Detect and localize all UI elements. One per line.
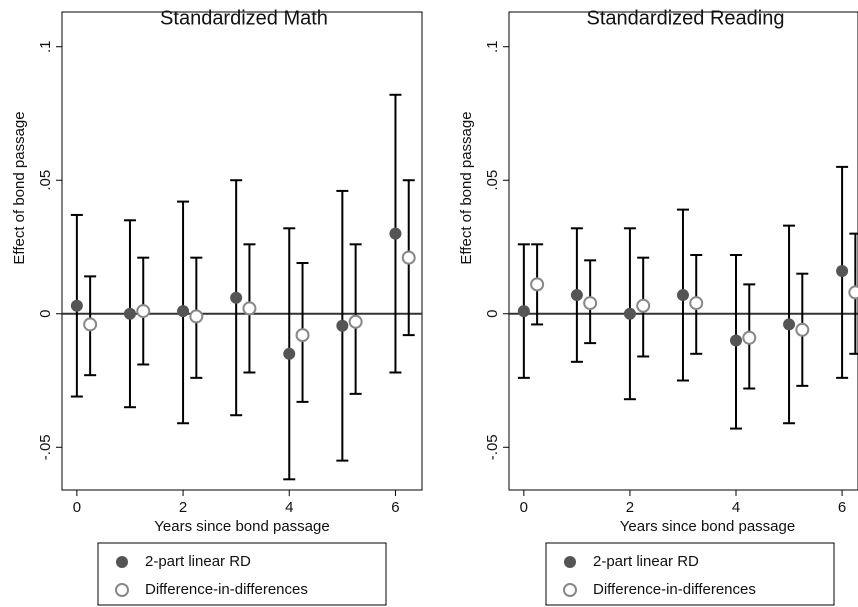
data-point [401, 250, 416, 265]
x-tick-label: 2 [626, 499, 634, 516]
chart-title: Standardized Math [160, 7, 328, 29]
y-tick-label: .05 [484, 170, 501, 191]
data-point [623, 307, 636, 320]
legend-marker [564, 556, 576, 568]
data-point [336, 319, 349, 332]
legend-marker [563, 583, 577, 597]
x-axis-label: Years since bond passage [620, 518, 795, 535]
chart-title: Standardized Reading [587, 7, 785, 29]
x-tick-label: 4 [285, 499, 293, 516]
data-point [689, 296, 704, 311]
x-tick-label: 6 [838, 499, 846, 516]
data-point [517, 305, 530, 318]
legend-label: 2-part linear RD [145, 553, 251, 570]
data-point [242, 301, 257, 316]
x-tick-label: 4 [732, 499, 740, 516]
data-point [795, 322, 810, 337]
x-tick-label: 6 [391, 499, 399, 516]
data-point [530, 277, 545, 292]
x-tick-label: 2 [179, 499, 187, 516]
data-point [783, 318, 796, 331]
y-tick-label: -.05 [484, 434, 501, 460]
legend-label: Difference-in-differences [593, 581, 756, 598]
legend [545, 542, 835, 606]
legend [97, 542, 387, 606]
data-point [742, 330, 757, 345]
data-point [83, 317, 98, 332]
y-tick-label: 0 [484, 310, 501, 318]
data-point [389, 227, 402, 240]
y-tick-label: -.05 [37, 434, 54, 460]
y-tick-label: .05 [37, 170, 54, 191]
plot-frame [508, 11, 858, 491]
data-point [636, 298, 651, 313]
data-point [189, 309, 204, 324]
data-point [177, 305, 190, 318]
data-point [283, 347, 296, 360]
y-tick-label: .1 [37, 40, 54, 53]
y-axis-label: Effect of bond passage [11, 111, 28, 264]
legend-label: Difference-in-differences [145, 581, 308, 598]
data-point [136, 304, 151, 319]
y-tick-label: 0 [37, 310, 54, 318]
data-point [123, 307, 136, 320]
data-point [583, 296, 598, 311]
legend-marker [116, 556, 128, 568]
legend-marker [115, 583, 129, 597]
x-tick-label: 0 [520, 499, 528, 516]
y-tick-label: .1 [484, 40, 501, 53]
y-axis-label: Effect of bond passage [458, 111, 475, 264]
data-point [848, 285, 858, 300]
data-point [295, 328, 310, 343]
data-point [230, 291, 243, 304]
x-tick-label: 0 [73, 499, 81, 516]
x-axis-label: Years since bond passage [154, 518, 329, 535]
legend-label: 2-part linear RD [593, 553, 699, 570]
data-point [570, 289, 583, 302]
data-point [836, 265, 849, 278]
data-point [676, 289, 689, 302]
data-point [730, 334, 743, 347]
plot-frame [61, 11, 423, 491]
data-point [70, 299, 83, 312]
data-point [348, 314, 363, 329]
